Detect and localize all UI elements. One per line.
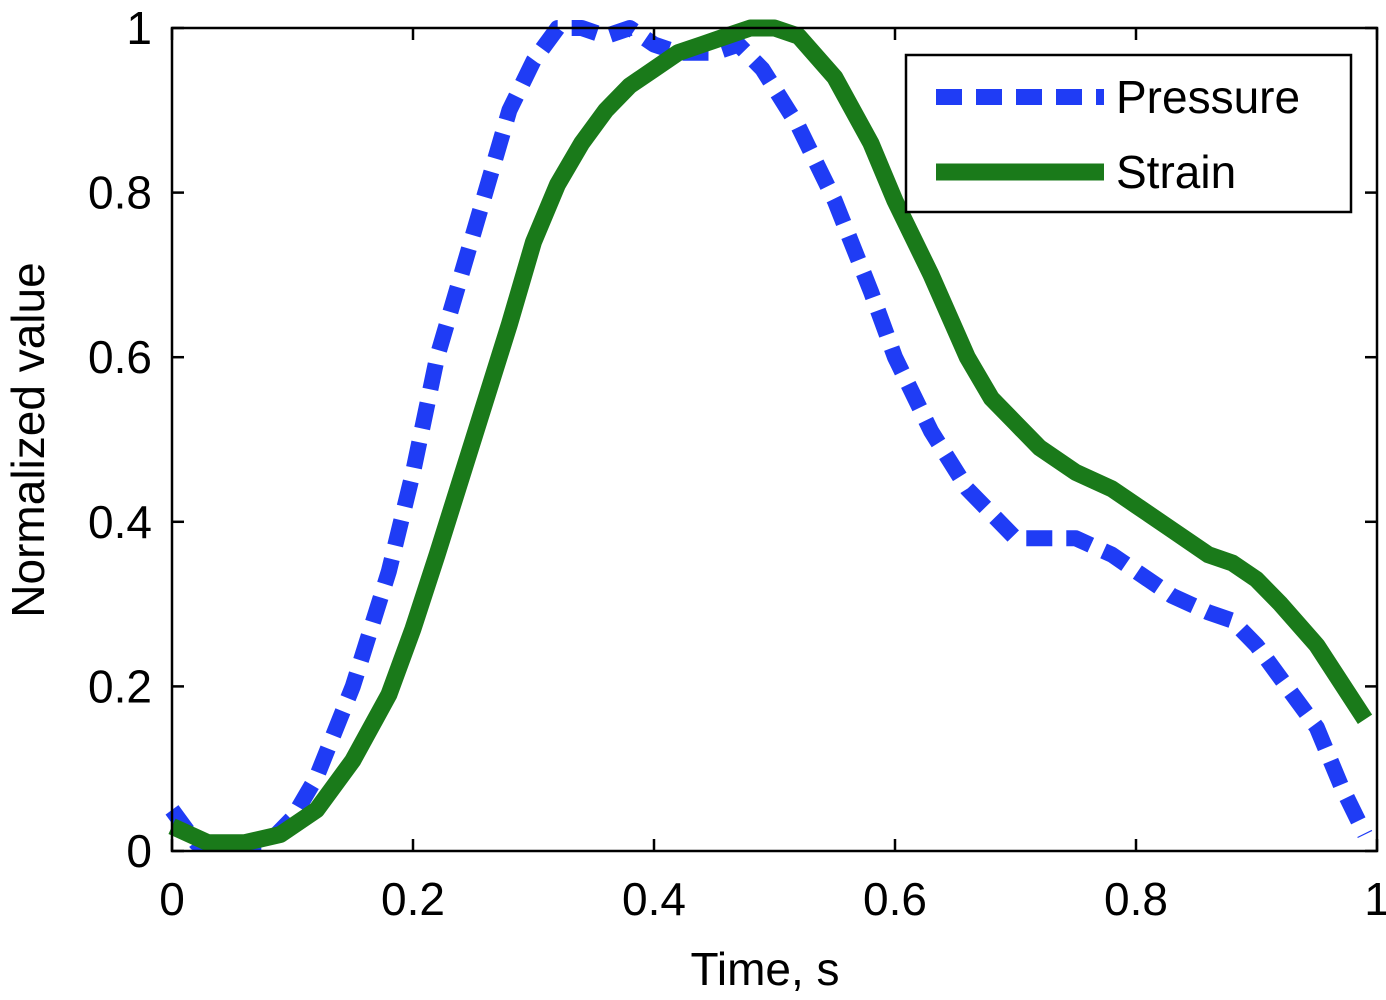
x-tick-label: 0.8 [1104, 873, 1168, 925]
axes-layer: 0 0.2 0.4 0.6 0.8 1 0 0.2 0.4 0.6 0.8 1 [88, 2, 1386, 925]
y-tick-label: 0 [126, 825, 152, 877]
y-tick-label: 0.2 [88, 660, 152, 712]
y-tick-label: 1 [126, 2, 152, 54]
legend-label-strain: Strain [1116, 146, 1236, 198]
axes-frame [170, 26, 1379, 853]
x-tick-label: 0.2 [381, 873, 445, 925]
y-tick-label: 0.8 [88, 167, 152, 219]
legend: Pressure Strain [904, 53, 1353, 214]
y-axis-title: Normalized value [2, 262, 54, 617]
series-line-pressure [165, 20, 1373, 851]
x-tick-label: 0.4 [622, 873, 686, 925]
x-tick-label: 1 [1364, 873, 1386, 925]
x-tick-label: 0.6 [863, 873, 927, 925]
x-tick-label: 0 [159, 873, 185, 925]
x-axis-title: Time, s [690, 943, 839, 995]
legend-box [904, 53, 1353, 214]
legend-label-pressure: Pressure [1116, 71, 1300, 123]
y-tick-label: 0.4 [88, 496, 152, 548]
y-tick-label: 0.6 [88, 331, 152, 383]
